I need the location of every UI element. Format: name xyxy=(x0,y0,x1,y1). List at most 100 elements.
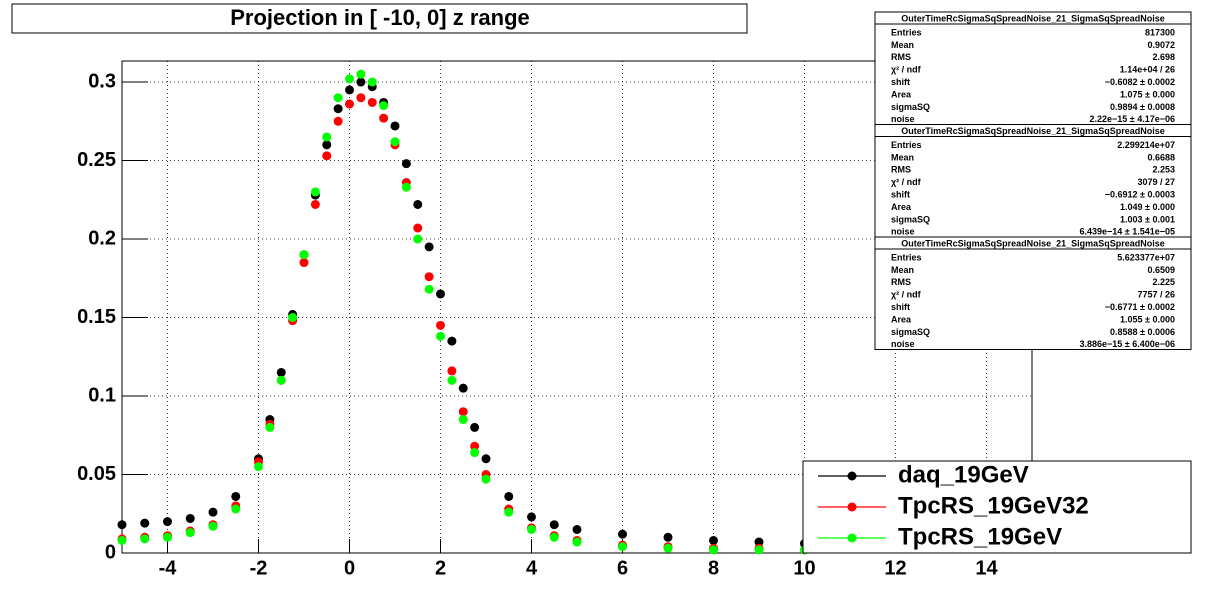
title-box xyxy=(11,3,748,34)
data-point xyxy=(276,367,286,377)
stats-label: Mean xyxy=(891,152,914,162)
stats-label: Area xyxy=(891,89,912,99)
stats-label: Entries xyxy=(891,140,922,150)
stats-value: 5.623377e+07 xyxy=(1117,252,1175,262)
x-tick-label: 0 xyxy=(344,557,355,579)
data-point xyxy=(618,529,627,539)
data-point xyxy=(413,199,423,209)
data-point xyxy=(185,513,195,523)
x-tick-label: -4 xyxy=(159,557,178,579)
data-point xyxy=(345,85,354,95)
data-point xyxy=(117,535,127,545)
data-point xyxy=(424,272,434,282)
stats-value: −0.6082 ± 0.0002 xyxy=(1105,77,1175,87)
y-tick-label: 0.1 xyxy=(88,384,116,406)
x-tick-label: 8 xyxy=(708,557,719,579)
data-point xyxy=(117,520,127,530)
stats-title: OuterTimeRcSigmaSqSpreadNoise_21_SigmaSq… xyxy=(901,238,1164,248)
stats-value: 1.049 ± 0.000 xyxy=(1120,202,1175,212)
data-point xyxy=(663,532,673,542)
data-point xyxy=(345,99,354,109)
data-point xyxy=(447,336,457,346)
x-tick-label: 2 xyxy=(435,557,446,579)
stats-title: OuterTimeRcSigmaSqSpreadNoise_21_SigmaSq… xyxy=(901,13,1164,23)
stats-value: 2.698 xyxy=(1152,52,1175,62)
stats-label: noise xyxy=(891,227,915,237)
data-point xyxy=(288,313,298,323)
stats-label: RMS xyxy=(891,277,911,287)
data-point xyxy=(367,77,377,87)
data-point xyxy=(754,537,764,547)
legend-marker xyxy=(847,502,857,512)
data-point xyxy=(458,407,468,417)
data-point xyxy=(401,159,411,169)
stats-label: sigmaSQ xyxy=(891,102,930,112)
x-tick-label: 12 xyxy=(884,557,906,579)
stats-label: Mean xyxy=(891,40,914,50)
stats-label: Entries xyxy=(891,27,922,37)
stats-value: 3.886e−15 ± 6.400e−06 xyxy=(1079,339,1175,349)
data-point xyxy=(447,366,457,376)
legend-label: TpcRS_19GeV xyxy=(898,523,1062,550)
stats-label: χ² / ndf xyxy=(891,290,922,300)
data-point xyxy=(436,289,445,299)
stats-label: shift xyxy=(891,77,910,87)
chart-title: Projection in [ -10, 0] z range xyxy=(230,5,530,30)
data-point xyxy=(549,520,559,530)
stats-value: 7757 / 26 xyxy=(1137,290,1175,300)
stats-value: 3079 / 27 xyxy=(1137,177,1175,187)
stats-label: χ² / ndf xyxy=(891,65,922,75)
data-point xyxy=(424,242,434,252)
stats-label: shift xyxy=(891,189,910,199)
stats-value: 2.299214e+07 xyxy=(1117,140,1175,150)
stats-label: shift xyxy=(891,302,910,312)
legend-label: TpcRS_19GeV32 xyxy=(898,492,1089,519)
legend-marker xyxy=(847,533,857,543)
data-point xyxy=(470,422,480,432)
data-point xyxy=(333,116,343,126)
stats-value: 817300 xyxy=(1145,27,1175,37)
stats-label: RMS xyxy=(891,165,911,175)
stats-label: noise xyxy=(891,339,915,349)
stats-value: 0.6509 xyxy=(1147,265,1175,275)
data-point xyxy=(265,422,275,432)
data-point xyxy=(504,491,514,501)
data-point xyxy=(458,415,468,425)
data-point xyxy=(163,517,172,527)
stats-value: 1.003 ± 0.001 xyxy=(1120,214,1175,224)
data-point xyxy=(208,507,218,517)
data-point xyxy=(447,375,457,385)
stats-box xyxy=(874,124,1192,238)
stats-value: 1.14e+04 / 26 xyxy=(1120,65,1175,75)
data-point xyxy=(618,542,627,552)
data-point xyxy=(481,454,491,464)
data-point xyxy=(379,113,389,123)
data-point xyxy=(663,543,673,553)
data-point xyxy=(322,140,332,150)
data-point xyxy=(401,182,411,192)
y-tick-label: 0.15 xyxy=(77,306,116,328)
data-point xyxy=(470,448,480,458)
data-point xyxy=(367,97,377,107)
data-point xyxy=(424,284,434,294)
data-point xyxy=(345,74,354,84)
data-point xyxy=(356,77,366,87)
stats-box xyxy=(874,11,1192,125)
data-point xyxy=(379,101,389,111)
data-point xyxy=(458,383,468,393)
data-point xyxy=(413,234,423,244)
data-point xyxy=(322,132,332,142)
data-point xyxy=(310,187,320,197)
y-tick-label: 0.05 xyxy=(77,463,116,485)
stats-label: Mean xyxy=(891,265,914,275)
data-point xyxy=(572,524,582,534)
data-point xyxy=(527,512,536,522)
data-point xyxy=(413,223,423,233)
x-tick-label: 10 xyxy=(793,557,815,579)
data-point xyxy=(504,507,514,517)
stats-value: 6.439e−14 ± 1.541e−05 xyxy=(1079,227,1175,237)
stats-value: 2.22e−15 ± 4.17e−06 xyxy=(1089,114,1175,124)
data-point xyxy=(299,258,309,268)
data-point xyxy=(481,474,491,484)
